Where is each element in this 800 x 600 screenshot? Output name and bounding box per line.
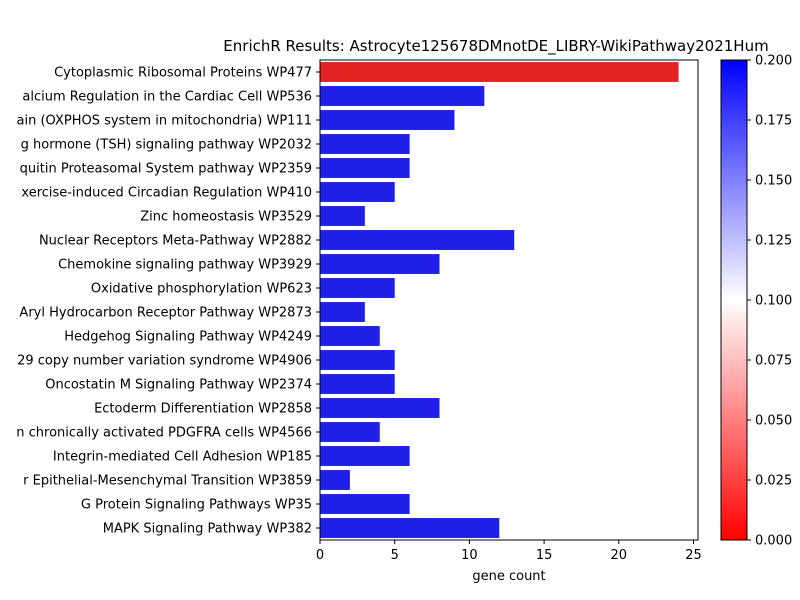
- bar: [320, 158, 410, 178]
- colorbar-tick-label: 0.125: [755, 234, 792, 249]
- category-label: Nuclear Receptors Meta-Pathway WP2882: [39, 234, 312, 249]
- bar: [320, 62, 679, 82]
- category-label: Oncostatin M Signaling Pathway WP2374: [45, 378, 312, 393]
- colorbar-tick-label: 0.175: [755, 114, 792, 129]
- x-tick-label: 25: [685, 548, 702, 563]
- colorbar-tick-label: 0.150: [755, 174, 792, 189]
- x-tick-label: 20: [611, 548, 628, 563]
- colorbar-tick-label: 0.075: [755, 354, 792, 369]
- category-label: Chemokine signaling pathway WP3929: [58, 258, 312, 273]
- category-label: Aryl Hydrocarbon Receptor Pathway WP2873: [19, 306, 312, 321]
- bar: [320, 278, 395, 298]
- category-label: Zinc homeostasis WP3529: [140, 210, 312, 225]
- colorbar-tick-label: 0.100: [755, 294, 792, 309]
- x-axis-label: gene count: [472, 569, 545, 584]
- category-label: Cytoplasmic Ribosomal Proteins WP477: [54, 66, 312, 81]
- bar: [320, 350, 395, 370]
- category-label: Ectoderm Differentiation WP2858: [94, 402, 312, 417]
- colorbar-tick-label: 0.050: [755, 414, 792, 429]
- x-axis: 0 5 10 15 20 25: [316, 540, 702, 563]
- category-label: r Epithelial-Mesenchymal Transition WP38…: [23, 474, 312, 489]
- bar: [320, 470, 350, 490]
- bar: [320, 302, 365, 322]
- colorbar-gradient: [720, 59, 748, 541]
- colorbar: 0.000 0.025 0.050 0.075 0.100 0.125 0.150 0.175…: [720, 54, 792, 549]
- category-label: quitin Proteasomal System pathway WP2359: [20, 162, 312, 177]
- bar: [320, 422, 380, 442]
- category-label: Oxidative phosphorylation WP623: [91, 282, 312, 297]
- x-tick-label: 0: [316, 548, 324, 563]
- bar: [320, 398, 440, 418]
- bar: [320, 446, 410, 466]
- category-labels: Cytoplasmic Ribosomal Proteins WP477 alci…: [16, 66, 320, 537]
- category-label: ain (OXPHOS system in mitochondria) WP11…: [17, 114, 312, 129]
- colorbar-tick-label: 0.025: [755, 474, 792, 489]
- bar: [320, 326, 380, 346]
- category-label: MAPK Signaling Pathway WP382: [103, 522, 312, 537]
- category-label: alcium Regulation in the Cardiac Cell WP…: [22, 90, 312, 105]
- bar: [320, 110, 455, 130]
- category-label: Hedgehog Signaling Pathway WP4249: [64, 330, 312, 345]
- bar: [320, 230, 515, 250]
- bar: [320, 518, 500, 538]
- x-tick-label: 10: [461, 548, 478, 563]
- x-tick-label: 15: [536, 548, 553, 563]
- category-label: n chronically activated PDGFRA cells WP4…: [16, 426, 312, 441]
- bar: [320, 206, 365, 226]
- colorbar-tick-label: 0.200: [755, 54, 792, 69]
- bar: [320, 494, 410, 514]
- bar: [320, 374, 395, 394]
- bar: [320, 86, 485, 106]
- category-label: Integrin-mediated Cell Adhesion WP185: [53, 450, 312, 465]
- category-label: 29 copy number variation syndrome WP4906: [17, 354, 312, 369]
- x-tick-label: 5: [391, 548, 399, 563]
- chart-title: EnrichR Results: Astrocyte125678DMnotDE_…: [223, 37, 768, 56]
- colorbar-tick-label: 0.000: [755, 534, 792, 549]
- bar: [320, 254, 440, 274]
- bars-group: [320, 62, 679, 538]
- bar: [320, 134, 410, 154]
- plot-frame: [319, 59, 699, 541]
- bar: [320, 182, 395, 202]
- category-label: g hormone (TSH) signaling pathway WP2032: [21, 138, 312, 153]
- category-label: G Protein Signaling Pathways WP35: [81, 498, 312, 513]
- category-label: xercise-induced Circadian Regulation WP4…: [21, 186, 312, 201]
